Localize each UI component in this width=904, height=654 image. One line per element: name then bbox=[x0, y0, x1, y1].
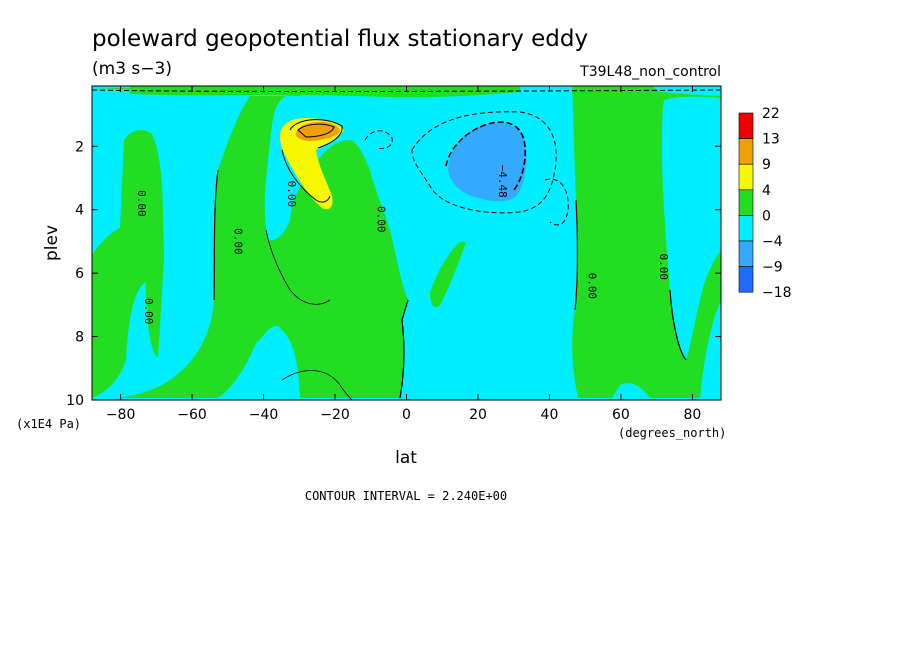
legend-level-label: −4 bbox=[762, 234, 783, 250]
y-tick-label: 8 bbox=[75, 330, 84, 346]
x-tick-label: −40 bbox=[249, 407, 279, 423]
x-axis-label: lat bbox=[395, 448, 417, 468]
contour-positive-1 bbox=[289, 119, 343, 149]
x-axis: −80 −60 −40 −20 0 20 40 60 80 bbox=[106, 86, 701, 423]
x-tick-label: −20 bbox=[320, 407, 350, 423]
contour-label-text: 0.00 bbox=[142, 298, 155, 325]
chart-title: poleward geopotential flux stationary ed… bbox=[92, 26, 588, 52]
legend-swatch bbox=[738, 138, 754, 165]
contour-positive-2 bbox=[297, 123, 335, 138]
legend-swatch bbox=[738, 266, 754, 293]
contour-label: 0.00 bbox=[142, 298, 155, 325]
green-region-southern-midlat bbox=[92, 88, 408, 398]
legend-level-label: 4 bbox=[762, 183, 771, 199]
x-tick-label: 0 bbox=[402, 407, 411, 423]
cyan-hole-northern bbox=[662, 96, 721, 361]
chart-units: (m3 s−3) bbox=[92, 59, 172, 79]
contour-label-text: −4.48 bbox=[496, 165, 509, 198]
contour-label: 0.00 bbox=[285, 181, 298, 208]
contour-label: −4.48 bbox=[496, 165, 509, 198]
legend-level-label: −18 bbox=[762, 285, 792, 301]
contour-label: 0.00 bbox=[135, 190, 148, 217]
legend-level-label: 9 bbox=[762, 157, 771, 173]
y-tick-label: 10 bbox=[66, 393, 84, 409]
contour-label: 0.00 bbox=[585, 273, 598, 300]
contour-negative-1 bbox=[411, 111, 557, 214]
legend-swatch bbox=[738, 163, 754, 191]
contour-positive-4 bbox=[265, 229, 331, 305]
contour-negative-5 bbox=[92, 89, 721, 92]
y-tick-label: 2 bbox=[75, 139, 84, 155]
contour-label-text: 0.00 bbox=[232, 228, 245, 255]
x-tick-label: 80 bbox=[683, 407, 701, 423]
contour-label-text: 0.00 bbox=[135, 190, 148, 217]
run-label: T39L48_non_control bbox=[579, 64, 721, 80]
color-legend: 22 13 9 4 0 −4 −9 −18 bbox=[738, 106, 792, 301]
x-tick-label: 60 bbox=[612, 407, 630, 423]
y-tick-label: 4 bbox=[75, 203, 84, 219]
yellow-region-max bbox=[279, 118, 344, 210]
legend-level-label: −9 bbox=[762, 260, 783, 276]
green-region-southern-pole bbox=[92, 130, 164, 398]
contour-labels: 0.00 0.00 0.00 0.00 0.00 −4.48 0.00 0.00 bbox=[135, 165, 670, 325]
contour-positive-5 bbox=[281, 370, 353, 400]
contour-label-text: 0.00 bbox=[285, 181, 298, 208]
y-units: (x1E4 Pa) bbox=[16, 417, 81, 431]
y-tick-label: 6 bbox=[75, 266, 84, 282]
x-tick-label: 40 bbox=[541, 407, 559, 423]
y-axis: 2 4 6 8 10 bbox=[66, 139, 721, 409]
green-region-equator-sliver bbox=[430, 242, 466, 308]
legend-level-label: 0 bbox=[762, 208, 771, 224]
legend-swatch bbox=[738, 240, 754, 267]
contour-label-text: 0.00 bbox=[374, 206, 387, 233]
legend-level-label: 22 bbox=[762, 106, 780, 122]
blue-region-min bbox=[448, 123, 527, 202]
contour-label: 0.00 bbox=[374, 206, 387, 233]
contour-negative-2 bbox=[445, 121, 527, 191]
legend-swatch bbox=[738, 112, 754, 139]
contour-negative-4 bbox=[364, 130, 393, 149]
contour-negative-3 bbox=[544, 178, 569, 226]
contour-zero-edges bbox=[213, 169, 687, 399]
contour-label: 0.00 bbox=[657, 254, 670, 281]
x-tick-label: 20 bbox=[469, 407, 487, 423]
orange-region-max bbox=[295, 121, 340, 141]
y-axis-label: plev bbox=[42, 225, 62, 261]
legend-swatch bbox=[738, 189, 754, 216]
legend-level-label: 13 bbox=[762, 132, 780, 148]
plot-area: 0.00 0.00 0.00 0.00 0.00 −4.48 0.00 0.00 bbox=[92, 86, 721, 400]
contour-label-text: 0.00 bbox=[585, 273, 598, 300]
x-units: (degrees_north) bbox=[618, 426, 726, 440]
contour-label: 0.00 bbox=[232, 228, 245, 255]
contour-positive-3 bbox=[281, 149, 331, 203]
legend-swatch bbox=[738, 215, 754, 242]
x-tick-label: −80 bbox=[106, 407, 136, 423]
contour-lines bbox=[92, 89, 721, 400]
contour-interval-note: CONTOUR INTERVAL = 2.240E+00 bbox=[305, 489, 507, 503]
cyan-gap-topright bbox=[652, 86, 721, 96]
x-tick-label: −60 bbox=[177, 407, 207, 423]
contour-label-text: 0.00 bbox=[657, 254, 670, 281]
